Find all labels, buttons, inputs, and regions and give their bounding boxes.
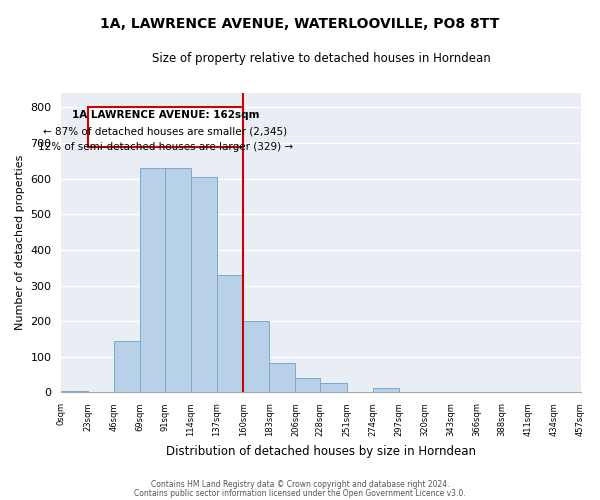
Text: 12% of semi-detached houses are larger (329) →: 12% of semi-detached houses are larger (… <box>38 142 293 152</box>
Bar <box>113 342 140 392</box>
Title: Size of property relative to detached houses in Horndean: Size of property relative to detached ho… <box>152 52 490 66</box>
Text: ← 87% of detached houses are smaller (2,345): ← 87% of detached houses are smaller (2,… <box>43 127 287 137</box>
X-axis label: Distribution of detached houses by size in Horndean: Distribution of detached houses by size … <box>166 444 476 458</box>
Bar <box>295 378 320 392</box>
Bar <box>320 383 347 392</box>
Bar <box>191 177 217 392</box>
Text: Contains HM Land Registry data © Crown copyright and database right 2024.: Contains HM Land Registry data © Crown c… <box>151 480 449 489</box>
Text: Contains public sector information licensed under the Open Government Licence v3: Contains public sector information licen… <box>134 489 466 498</box>
Bar <box>243 321 269 392</box>
Y-axis label: Number of detached properties: Number of detached properties <box>15 155 25 330</box>
Text: 1A, LAWRENCE AVENUE, WATERLOOVILLE, PO8 8TT: 1A, LAWRENCE AVENUE, WATERLOOVILLE, PO8 … <box>100 18 500 32</box>
FancyBboxPatch shape <box>88 108 243 147</box>
Bar <box>140 168 165 392</box>
Bar <box>61 390 88 392</box>
Bar <box>217 275 243 392</box>
Bar <box>269 363 295 392</box>
Bar <box>165 168 191 392</box>
Text: 1A LAWRENCE AVENUE: 162sqm: 1A LAWRENCE AVENUE: 162sqm <box>71 110 259 120</box>
Bar <box>373 388 399 392</box>
